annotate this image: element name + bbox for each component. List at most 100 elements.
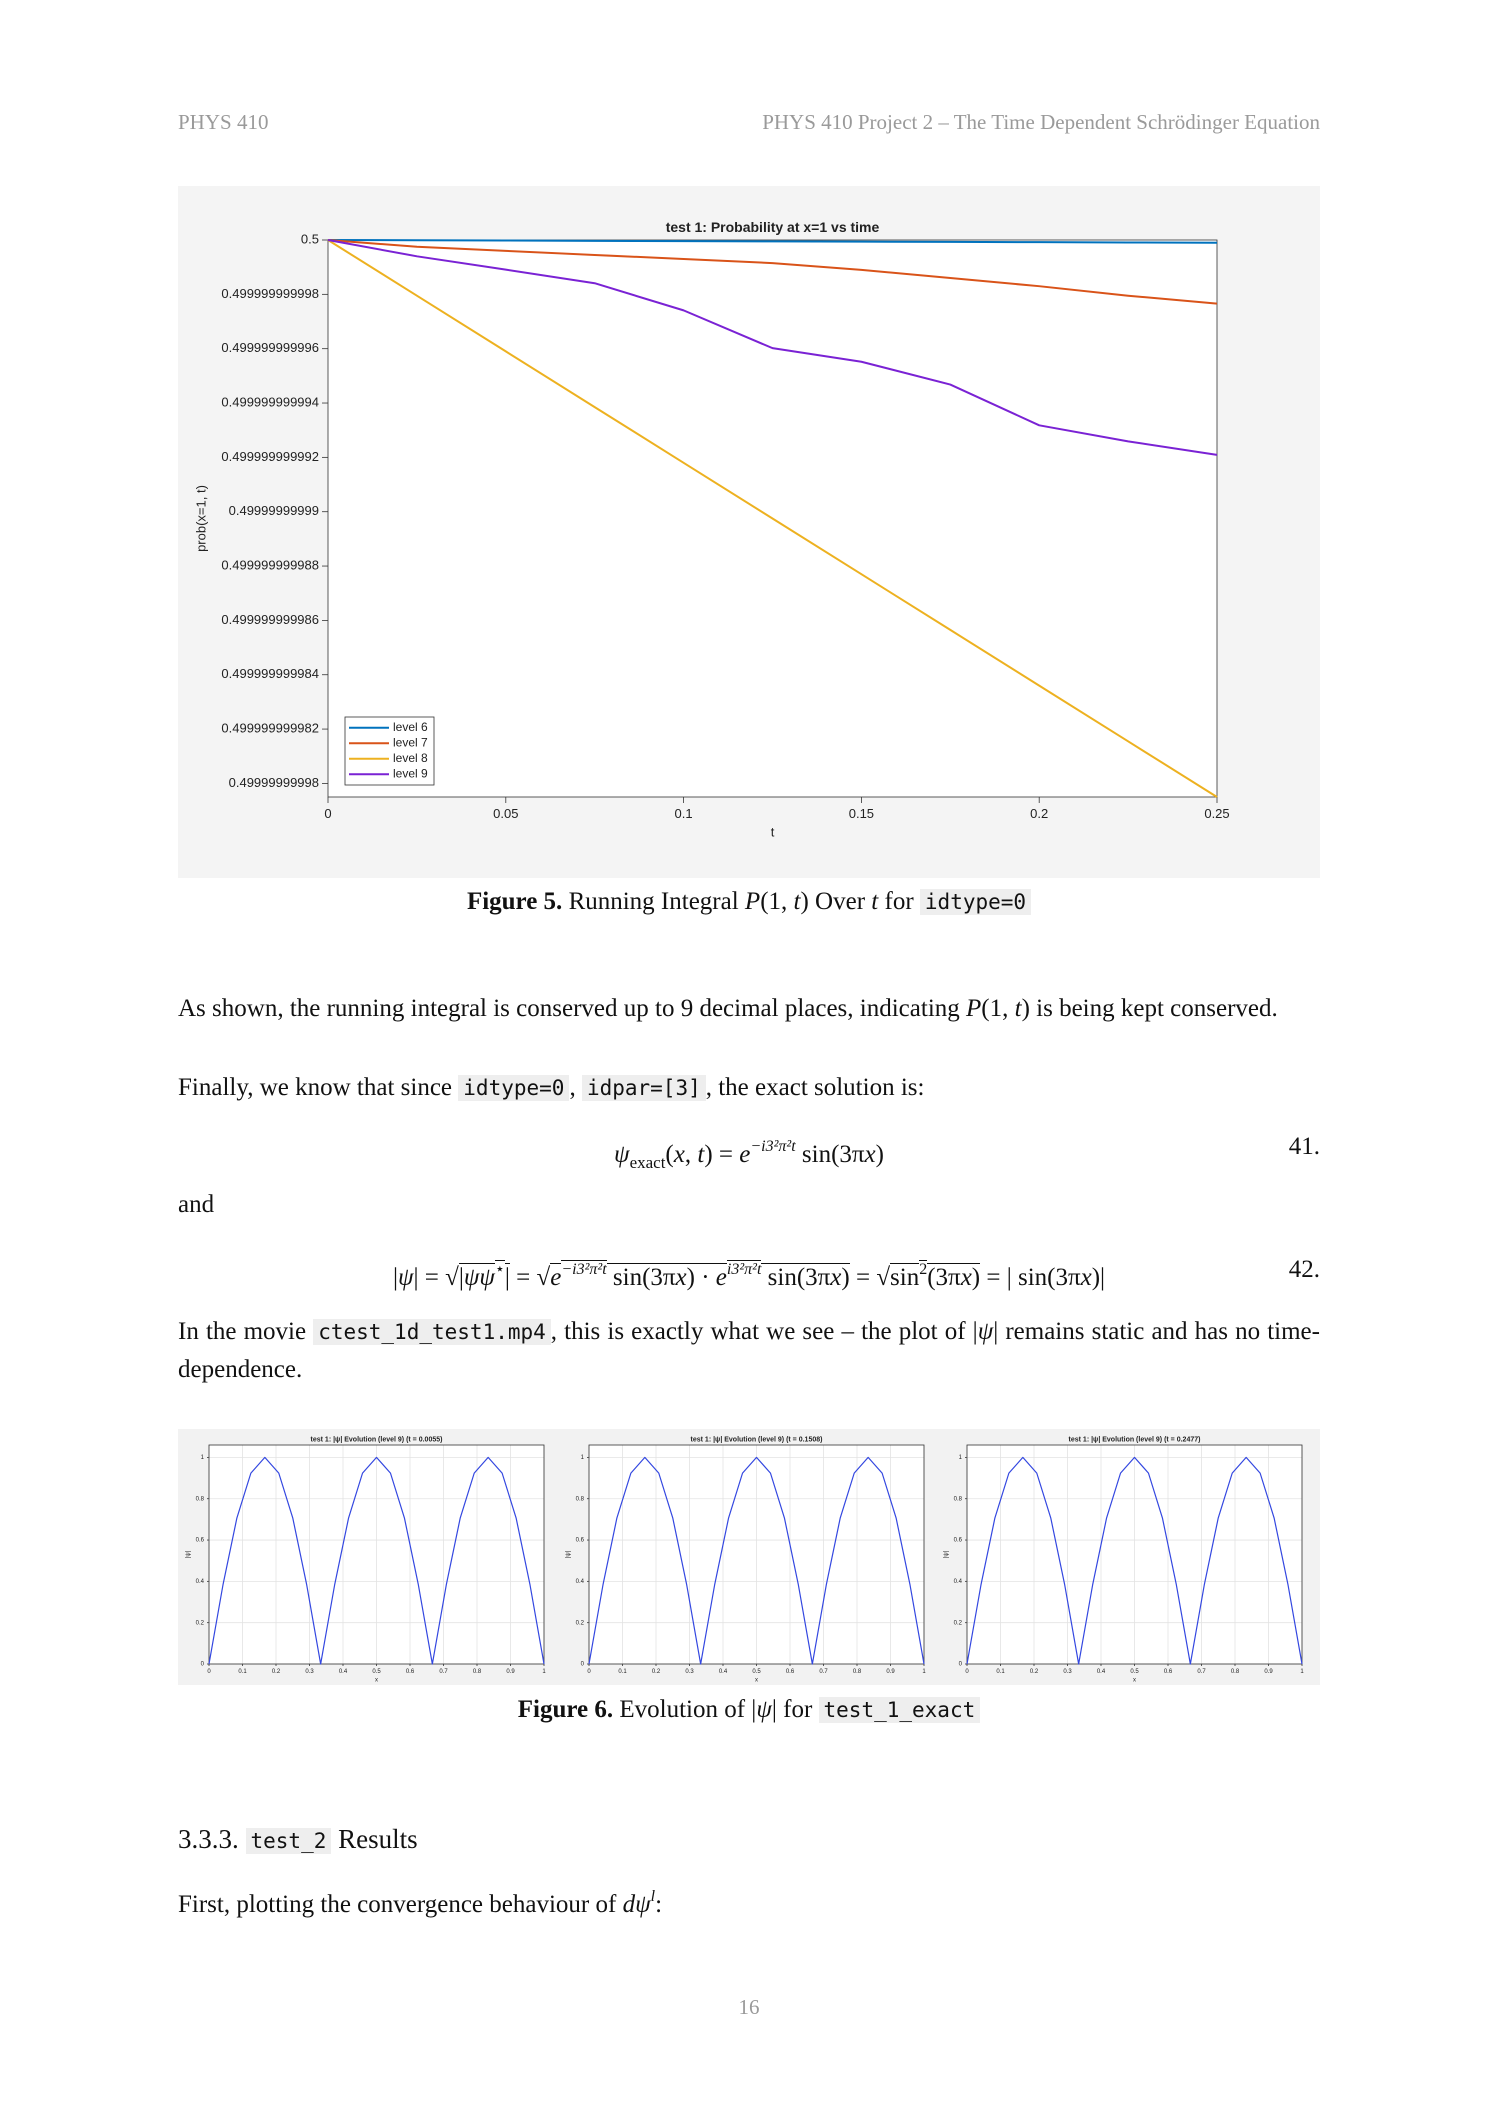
x-tick-label: 0.4 bbox=[1097, 1669, 1106, 1675]
figure-5-caption: Figure 5. Running Integral P(1, t) Over … bbox=[178, 883, 1320, 921]
data-line bbox=[327, 239, 1218, 456]
text-run: idtype=0 bbox=[458, 1075, 570, 1101]
figure-6a-chart: 0 0.2 0.4 0.6 0.8 1 0 0.1 0.2 0.3 0.4 0.5 0.6 0.7 0.8 0… bbox=[186, 1436, 547, 1683]
text-run: sin bbox=[890, 1263, 920, 1291]
text-run: −i3²π²t bbox=[561, 1260, 607, 1278]
x-tick-label: 0.6 bbox=[786, 1669, 795, 1675]
text-run: x bbox=[673, 1141, 685, 1168]
x-tick-label: 0.9 bbox=[886, 1669, 895, 1675]
text-run: (1, bbox=[760, 888, 794, 915]
text-run: Figure 6. bbox=[517, 1696, 614, 1723]
text-run: In the movie bbox=[178, 1318, 314, 1345]
text-run: = | sin(3π bbox=[980, 1264, 1081, 1291]
y-tick-label: 0.499999999998 bbox=[221, 286, 319, 301]
x-tick-label: 0.05 bbox=[493, 806, 518, 821]
x-axis-label: x bbox=[755, 1677, 758, 1683]
y-tick-label: 0.499999999988 bbox=[221, 557, 319, 572]
text-run: Finally, we know that since bbox=[178, 1074, 459, 1101]
x-tick-label: 0.25 bbox=[1204, 806, 1229, 821]
text-run: Evolution of | bbox=[613, 1696, 757, 1723]
text-run: ctest_1d_test1.mp4 bbox=[313, 1319, 551, 1345]
y-tick-label: 0.5 bbox=[301, 231, 319, 246]
equation: ψexact(x, t) = e−i3²π²t sin(3πx) 41. bbox=[178, 1128, 1320, 1182]
text-run: , bbox=[684, 1141, 698, 1168]
y-tick-label: 0.8 bbox=[576, 1496, 585, 1502]
x-tick-label: 0.1 bbox=[618, 1669, 627, 1675]
legend-label: level 8 bbox=[393, 751, 428, 765]
y-axis-label: |ψ| bbox=[566, 1550, 572, 1558]
y-tick-label: 0.8 bbox=[954, 1496, 963, 1502]
text-run: sin(3π bbox=[606, 1263, 676, 1291]
x-tick-label: 0.8 bbox=[473, 1669, 482, 1675]
axes-box bbox=[208, 1444, 545, 1665]
x-tick-label: 0.3 bbox=[685, 1669, 694, 1675]
text-run: ) is being kept conserved. bbox=[1021, 995, 1278, 1022]
x-tick-label: 0.8 bbox=[853, 1669, 862, 1675]
text-run: dψ bbox=[622, 1891, 651, 1918]
text-run: | bbox=[504, 1263, 510, 1291]
x-tick-label: 0.2 bbox=[652, 1669, 661, 1675]
data-line bbox=[208, 1456, 545, 1665]
text-run: ) Over bbox=[800, 888, 872, 915]
axes-box bbox=[588, 1444, 925, 1665]
text-run: x bbox=[675, 1263, 687, 1291]
y-tick-label: 0 bbox=[581, 1662, 585, 1668]
text-run: test_2 bbox=[245, 1828, 332, 1854]
text-run: for bbox=[878, 888, 920, 915]
y-tick-label: 0.4 bbox=[954, 1579, 963, 1585]
x-tick-label: 1 bbox=[1300, 1669, 1304, 1675]
equation: |ψ| = √|ψψ⋆| = √e−i3²π²t sin(3πx) · ei3²… bbox=[178, 1251, 1320, 1297]
y-tick-label: 0.49999999999 bbox=[229, 503, 319, 518]
text-run: (1, bbox=[981, 995, 1015, 1022]
text-run: ψψ bbox=[463, 1263, 495, 1291]
y-tick-label: 0.499999999982 bbox=[221, 721, 319, 736]
y-axis-label: prob(x=1, t) bbox=[193, 485, 208, 552]
header-left: PHYS 410 bbox=[178, 110, 269, 134]
x-tick-label: 0.7 bbox=[1197, 1669, 1206, 1675]
text-run: ψ bbox=[756, 1696, 772, 1723]
text-run: t bbox=[793, 888, 801, 915]
equation-number: 41. bbox=[1288, 1133, 1320, 1160]
data-line bbox=[588, 1456, 925, 1665]
x-tick-label: 0.1 bbox=[238, 1669, 247, 1675]
data-line bbox=[327, 239, 1218, 798]
y-tick-label: 1 bbox=[581, 1455, 585, 1461]
paragraph: First, plotting the convergence behaviou… bbox=[178, 1878, 1320, 1924]
text-run: : bbox=[655, 1891, 663, 1918]
x-tick-label: 0.4 bbox=[719, 1669, 728, 1675]
text-run: ψ bbox=[397, 1264, 414, 1291]
y-tick-label: 0.499999999994 bbox=[221, 394, 319, 409]
text-run: i3²π²t bbox=[726, 1260, 762, 1278]
text-run: x bbox=[864, 1141, 876, 1168]
y-tick-label: 0.6 bbox=[576, 1538, 585, 1544]
x-tick-label: 0.5 bbox=[1130, 1669, 1139, 1675]
equation-body: ψexact(x, t) = e−i3²π²t sin(3πx) bbox=[614, 1138, 884, 1172]
paragraph: As shown, the running integral is conser… bbox=[178, 990, 1320, 1028]
y-tick-label: 0.499999999992 bbox=[221, 449, 319, 464]
y-axis-label: |ψ| bbox=[186, 1550, 192, 1558]
y-tick-label: 0.2 bbox=[954, 1620, 963, 1626]
text-run: )| bbox=[1091, 1264, 1106, 1291]
legend-label: level 7 bbox=[393, 735, 428, 749]
text-run: ) = bbox=[704, 1141, 740, 1168]
text-run: −i3²π²t bbox=[750, 1138, 796, 1155]
text-run: exact bbox=[629, 1153, 666, 1172]
chart-title: test 1: |ψ| Evolution (level 9) (t = 0.1… bbox=[691, 1436, 823, 1443]
x-tick-label: 0 bbox=[965, 1669, 969, 1675]
text-run: e bbox=[550, 1263, 562, 1291]
y-tick-label: 0.4 bbox=[196, 1579, 205, 1585]
y-tick-label: 0.2 bbox=[196, 1620, 205, 1626]
x-tick-label: 0.7 bbox=[819, 1669, 828, 1675]
text-run: 3.3.3. bbox=[178, 1824, 246, 1854]
text-run: ) bbox=[971, 1263, 981, 1291]
x-tick-label: 0.7 bbox=[439, 1669, 448, 1675]
text-run: ) · bbox=[686, 1263, 716, 1291]
text-run: ψ bbox=[977, 1318, 994, 1345]
x-tick-label: 0.8 bbox=[1231, 1669, 1240, 1675]
x-tick-label: 0.9 bbox=[506, 1669, 515, 1675]
figure-6-caption: Figure 6. Evolution of |ψ| for test_1_ex… bbox=[178, 1691, 1320, 1729]
text-run: Results bbox=[331, 1824, 418, 1854]
text-run: l bbox=[650, 1888, 656, 1905]
y-tick-label: 0.49999999998 bbox=[229, 775, 319, 790]
